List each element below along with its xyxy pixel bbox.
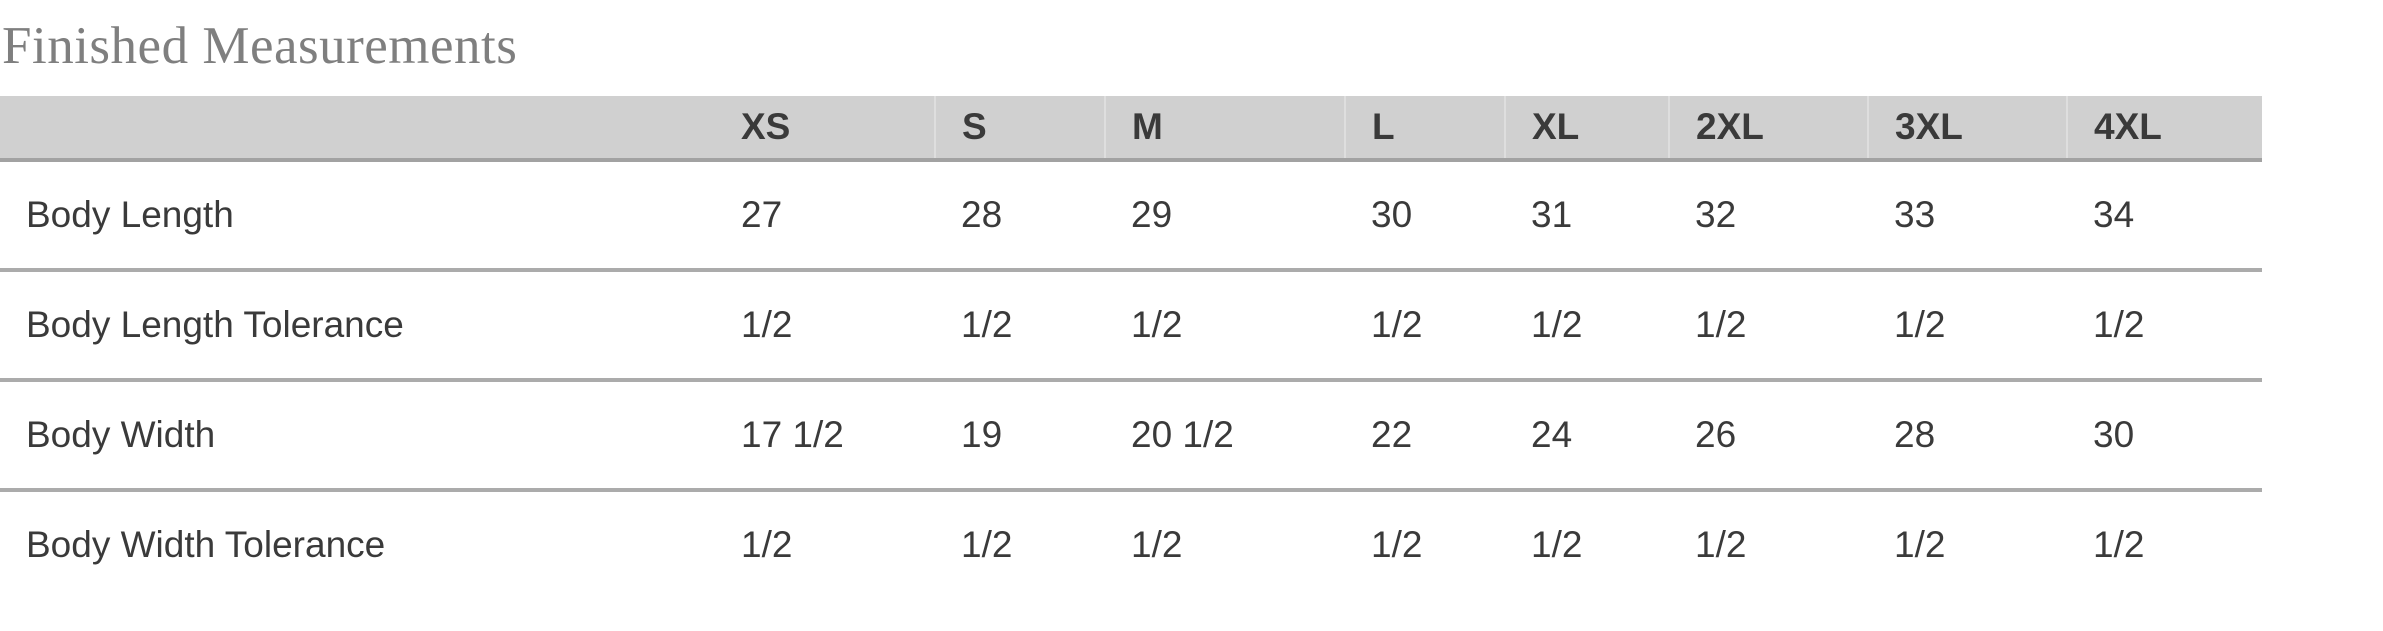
size-chart-page: { "chart_data": { "type": "table", "titl… — [0, 16, 2383, 631]
row-label: Body Length Tolerance — [0, 270, 715, 382]
cell-value: 27 — [715, 160, 935, 272]
cell-value: 19 — [935, 380, 1105, 492]
cell-value: 28 — [1868, 380, 2067, 492]
cell-value: 22 — [1345, 380, 1505, 492]
cell-value: 1/2 — [935, 490, 1105, 598]
row-label: Body Length — [0, 160, 715, 272]
cell-value: 1/2 — [1669, 270, 1868, 382]
header-cell-size-m: M — [1104, 96, 1345, 162]
header-cell-size-l: L — [1344, 96, 1505, 162]
table-row-body-width: Body Width 17 1/2 19 20 1/2 22 24 26 28 … — [0, 380, 2262, 492]
cell-value: 1/2 — [1345, 270, 1505, 382]
cell-value: 1/2 — [2067, 270, 2262, 382]
cell-value: 17 1/2 — [715, 380, 935, 492]
cell-value: 34 — [2067, 160, 2262, 272]
cell-value: 20 1/2 — [1105, 380, 1345, 492]
header-cell-size-4xl: 4XL — [2066, 96, 2262, 162]
row-label: Body Width Tolerance — [0, 490, 715, 598]
header-cell-empty — [0, 96, 715, 162]
cell-value: 1/2 — [1105, 490, 1345, 598]
cell-value: 24 — [1505, 380, 1669, 492]
cell-value: 1/2 — [1345, 490, 1505, 598]
table-row-body-length: Body Length 27 28 29 30 31 32 33 34 — [0, 160, 2262, 272]
cell-value: 1/2 — [715, 270, 935, 382]
header-cell-size-2xl: 2XL — [1668, 96, 1868, 162]
header-cell-size-xs: XS — [715, 96, 935, 162]
cell-value: 33 — [1868, 160, 2067, 272]
table-header-row: XS S M L XL 2XL 3XL 4XL — [0, 96, 2262, 162]
cell-value: 1/2 — [935, 270, 1105, 382]
finished-measurements-table: XS S M L XL 2XL 3XL 4XL Body Length 27 2… — [0, 96, 2262, 598]
cell-value: 30 — [2067, 380, 2262, 492]
cell-value: 1/2 — [1105, 270, 1345, 382]
cell-value: 26 — [1669, 380, 1868, 492]
cell-value: 1/2 — [1505, 490, 1669, 598]
cell-value: 29 — [1105, 160, 1345, 272]
header-cell-size-s: S — [934, 96, 1105, 162]
cell-value: 1/2 — [2067, 490, 2262, 598]
cell-value: 31 — [1505, 160, 1669, 272]
page-title: Finished Measurements — [2, 17, 518, 75]
cell-value: 32 — [1669, 160, 1868, 272]
row-label: Body Width — [0, 380, 715, 492]
cell-value: 30 — [1345, 160, 1505, 272]
cell-value: 1/2 — [1868, 490, 2067, 598]
table-row-body-length-tolerance: Body Length Tolerance 1/2 1/2 1/2 1/2 1/… — [0, 270, 2262, 382]
cell-value: 1/2 — [1868, 270, 2067, 382]
cell-value: 28 — [935, 160, 1105, 272]
cell-value: 1/2 — [1505, 270, 1669, 382]
header-cell-size-xl: XL — [1504, 96, 1669, 162]
header-cell-size-3xl: 3XL — [1867, 96, 2067, 162]
cell-value: 1/2 — [1669, 490, 1868, 598]
cell-value: 1/2 — [715, 490, 935, 598]
table-row-body-width-tolerance: Body Width Tolerance 1/2 1/2 1/2 1/2 1/2… — [0, 490, 2262, 598]
